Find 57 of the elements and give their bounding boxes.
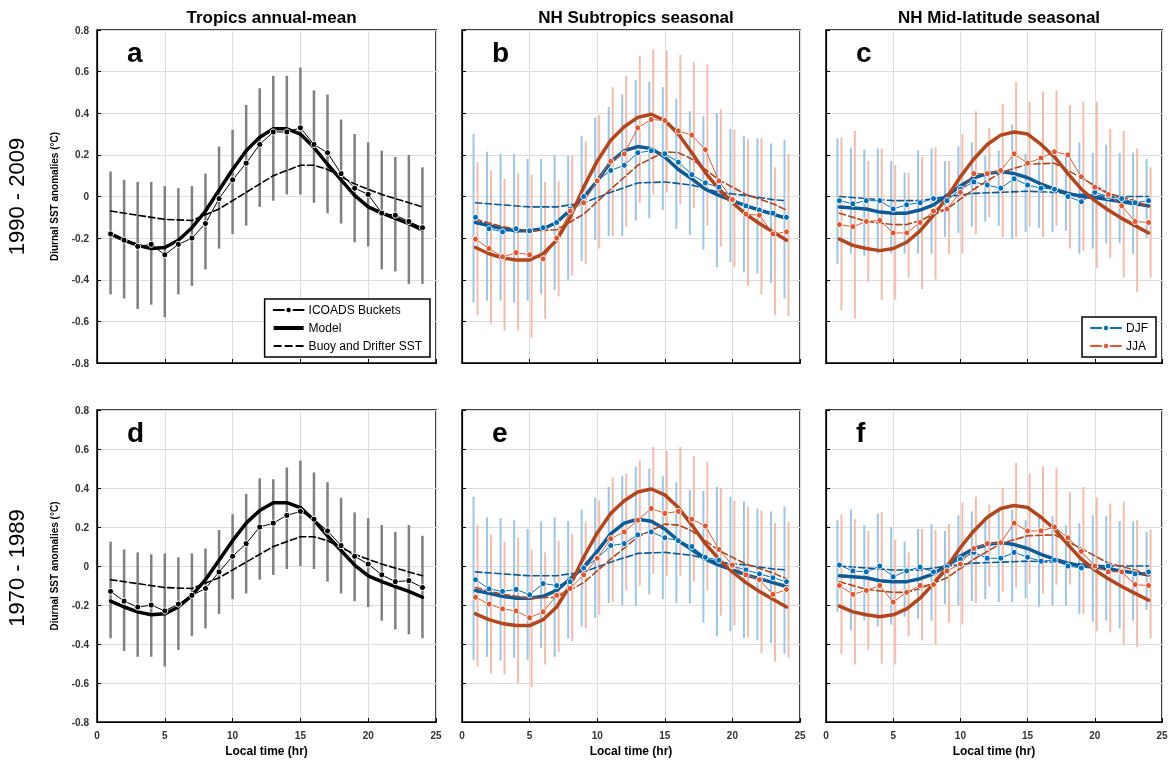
legend-label: DJF <box>1126 321 1148 335</box>
x-axis-title: Local time (hr) <box>952 744 1036 758</box>
x-tick-label: 20 <box>362 729 375 741</box>
y-axis-title: Diurnal SST anomalies (°C) <box>48 131 60 262</box>
y-tick-label: 0 <box>83 191 90 202</box>
y-tick-label: 0.6 <box>75 66 90 78</box>
x-tick-label: 10 <box>954 729 967 741</box>
y-tick-label: -0.8 <box>71 716 90 728</box>
chart-title: Tropics annual-mean <box>186 8 357 27</box>
legend-label: ICOADS Buckets <box>308 303 401 317</box>
y-tick-label: 0.8 <box>75 24 90 36</box>
chart-title: NH Mid-latitude seasonal <box>897 8 1101 27</box>
y-tick-label: -0.6 <box>71 677 90 689</box>
x-tick-label: 25 <box>1156 729 1168 741</box>
x-axis-title: Local time (hr) <box>225 744 308 758</box>
x-tick-label: 0 <box>94 729 101 741</box>
y-tick-label: -0.2 <box>71 599 90 611</box>
annotation: d <box>127 416 145 448</box>
x-tick-label: 5 <box>890 729 897 741</box>
legend-label: JJA <box>1126 339 1147 353</box>
chart-title: NH Subtropics seasonal <box>538 8 734 27</box>
annotation: e <box>492 416 508 448</box>
text: 1970 - 1989 <box>3 509 29 627</box>
legend-label: Model <box>308 321 342 335</box>
y-tick-label: 0.6 <box>75 443 90 455</box>
y-tick-label: -0.4 <box>71 638 90 650</box>
x-axis-title: Local time (hr) <box>589 744 673 758</box>
x-tick-label: 0 <box>823 729 830 741</box>
x-tick-label: 15 <box>659 729 671 741</box>
x-tick-label: 15 <box>294 729 307 741</box>
y-tick-label: 0.4 <box>75 107 90 119</box>
y-axis-title: Diurnal SST anomalies (°C) <box>48 501 60 631</box>
y-tick-label: 0.8 <box>75 404 90 416</box>
text: 1990 - 2009 <box>3 137 29 256</box>
x-tick-label: 5 <box>526 729 533 741</box>
x-tick-label: 25 <box>430 729 442 741</box>
x-tick-label: 0 <box>459 729 466 741</box>
x-tick-label: 20 <box>726 729 739 741</box>
y-tick-label: -0.8 <box>71 357 90 369</box>
x-tick-label: 15 <box>1022 729 1034 741</box>
annotation: b <box>492 36 510 68</box>
x-tick-label: 5 <box>162 729 169 741</box>
legend-label: Buoy and Drifter SST <box>308 339 423 353</box>
x-tick-label: 10 <box>591 729 604 741</box>
annotation: a <box>127 36 143 68</box>
annotation: f <box>856 416 866 448</box>
y-tick-label: -0.4 <box>71 274 90 286</box>
y-tick-label: 0 <box>83 560 90 572</box>
y-tick-label: 0.4 <box>75 482 90 494</box>
x-tick-label: 20 <box>1089 729 1101 741</box>
x-tick-label: 25 <box>794 729 806 741</box>
x-tick-label: 10 <box>227 729 239 741</box>
y-tick-label: -0.2 <box>71 232 90 244</box>
y-tick-label: 0.2 <box>75 149 90 161</box>
y-tick-label: -0.6 <box>71 315 90 327</box>
y-tick-label: 0.2 <box>75 521 90 533</box>
annotation: c <box>856 36 872 68</box>
